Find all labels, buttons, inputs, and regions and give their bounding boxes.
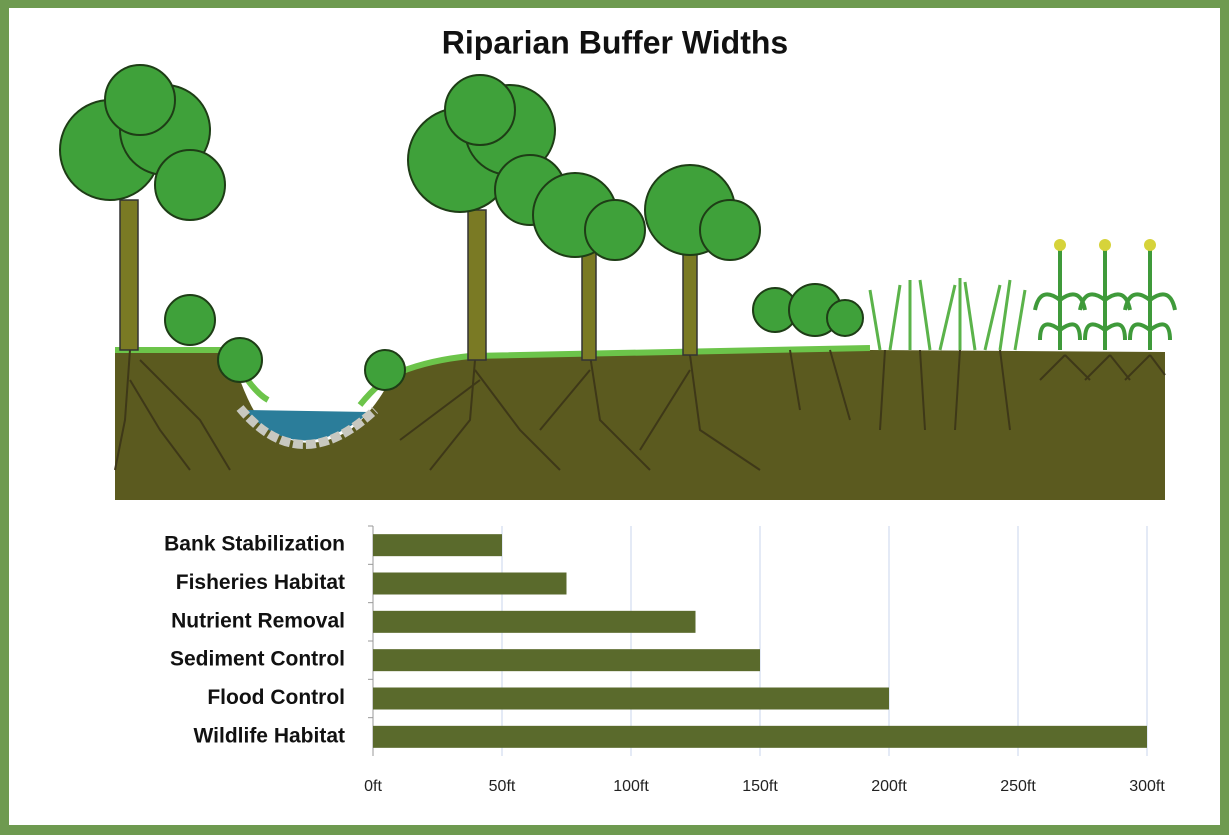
x-tick-label: 150ft [742, 778, 778, 795]
x-tick-label: 200ft [871, 778, 907, 795]
bar [373, 573, 567, 595]
corn [1035, 250, 1175, 350]
bar [373, 534, 502, 556]
bar [373, 726, 1147, 748]
tall-grass [870, 278, 1025, 350]
y-tick-label: Flood Control [207, 686, 345, 709]
x-tick-label: 50ft [489, 778, 516, 795]
x-tick-label: 0ft [364, 778, 382, 795]
x-tick-label: 250ft [1000, 778, 1036, 795]
y-tick-label: Sediment Control [170, 648, 345, 671]
chart-title: Riparian Buffer Widths [442, 24, 788, 60]
illustration [60, 65, 1175, 500]
y-tick-label: Fisheries Habitat [176, 571, 345, 594]
bar [373, 649, 760, 671]
y-tick-label: Wildlife Habitat [194, 724, 345, 747]
canopies [60, 65, 863, 390]
x-tick-label: 300ft [1129, 778, 1165, 795]
corn-tassels [1054, 239, 1156, 251]
chart: Riparian Buffer Widths 0ft 50ft 100ft 150ft… [0, 0, 1229, 835]
bar [373, 688, 889, 710]
y-tick-label: Bank Stabilization [164, 533, 345, 556]
x-tick-label: 100ft [613, 778, 649, 795]
y-tick-label: Nutrient Removal [171, 609, 345, 632]
bar [373, 611, 696, 633]
